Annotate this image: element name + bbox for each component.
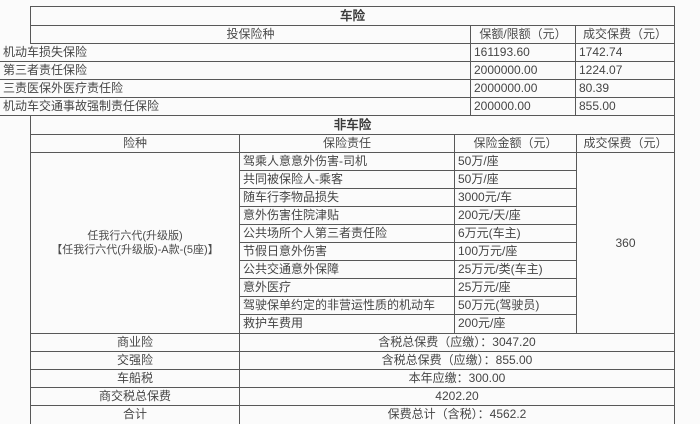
summary-value-cell: 保费总计（含税）：4562.2	[387, 407, 527, 421]
noncar-coverage-row: 意外医疗 25万元/座	[240, 279, 577, 297]
coverage-liability-cell: 救护车费用	[240, 315, 455, 333]
noncar-coverage-row: 驾驶保单约定的非营运性质的机动车 50万元(驾驶员)	[240, 297, 577, 315]
noncar-product-cell: 任我行六代(升级版) 【任我行六代(升级版)-A款-(5座)】	[31, 153, 240, 333]
noncar-coverage-row: 随车行李物品损失 3000元/车	[240, 189, 577, 207]
coverage-liability-cell: 共同被保险人-乘客	[240, 171, 455, 188]
summary-rows: 商业险 含税总保费（应缴）：3047.20 交强险 含税总保费（应缴）：855.00 车…	[31, 334, 674, 424]
noncar-col-header-liability: 保险责任	[240, 135, 455, 152]
coverage-liability-cell: 公共交通意外保障	[240, 261, 455, 278]
summary-row: 交强险 含税总保费（应缴）：855.00	[31, 352, 674, 370]
coverage-liability-cell: 随车行李物品损失	[240, 189, 455, 206]
car-premium-cell: 855.00	[579, 99, 616, 113]
summary-label-cell: 车船税	[31, 370, 240, 387]
car-premium-cell: 80.39	[579, 81, 610, 95]
car-insurance-name-cell: 第三者责任保险	[0, 62, 471, 79]
car-sum-insured-cell: 200000.00	[471, 98, 576, 115]
noncar-coverage-row: 共同被保险人-乘客 50万/座	[240, 171, 577, 189]
noncar-coverage-row: 公共交通意外保障 25万元/类(车主)	[240, 261, 577, 279]
coverage-amount-cell: 6万元(车主)	[455, 225, 577, 242]
noncar-coverage-row: 节假日意外伤害 100万元/座	[240, 243, 577, 261]
noncar-product-name-line2: 【任我行六代(升级版)-A款-(5座)】	[51, 244, 219, 256]
insurance-quote-table: 车险 投保险种 保额/限额（元） 成交保费（元） 机动车损失保险 161193.6…	[0, 6, 675, 424]
summary-value-cell: 4202.20	[435, 389, 479, 403]
noncar-coverage-rows: 驾乘人意意外伤害-司机 50万/座 共同被保险人-乘客 50万/座 随车行李物品损失 30…	[240, 153, 577, 333]
car-sum-insured-cell: 161193.60	[471, 44, 576, 61]
coverage-amount-cell: 50万/座	[455, 171, 577, 188]
car-col-header-insured-type: 投保险种	[31, 26, 471, 43]
noncar-body: 任我行六代(升级版) 【任我行六代(升级版)-A款-(5座)】 驾乘人意意外伤害…	[31, 153, 674, 334]
summary-value-cell: 含税总保费（应缴）：3047.20	[378, 335, 536, 349]
car-premium-cell: 1742.74	[579, 45, 623, 59]
car-insurance-row: 机动车损失保险 161193.60 1742.74	[0, 44, 674, 62]
coverage-amount-cell: 200元/座	[455, 315, 577, 333]
summary-row: 车船税 本年应缴：300.00	[31, 370, 674, 388]
car-col-header-premium: 成交保费（元）	[582, 27, 667, 41]
noncar-coverage-row: 救护车费用 200元/座	[240, 315, 577, 333]
coverage-liability-cell: 驾乘人意意外伤害-司机	[240, 153, 455, 170]
noncar-column-header-row: 险种 保险责任 保险金额（元） 成交保费（元）	[31, 135, 674, 153]
noncar-coverage-row: 公共场所个人第三者责任险 6万元(车主)	[240, 225, 577, 243]
summary-label-cell: 商业险	[31, 334, 240, 351]
summary-row: 商业险 含税总保费（应缴）：3047.20	[31, 334, 674, 352]
noncar-col-header-premium: 成交保费（元）	[583, 136, 668, 150]
summary-label-cell: 合计	[31, 406, 240, 424]
noncar-col-header-product: 险种	[31, 135, 240, 152]
car-column-header-row: 投保险种 保额/限额（元） 成交保费（元）	[31, 26, 674, 44]
car-insurance-name-cell: 机动车损失保险	[0, 44, 471, 61]
coverage-amount-cell: 50万元(驾驶员)	[455, 297, 577, 314]
coverage-amount-cell: 25万元/座	[455, 279, 577, 296]
coverage-amount-cell: 25万元/类(车主)	[455, 261, 577, 278]
car-section-header: 车险	[31, 7, 674, 26]
coverage-amount-cell: 200元/天/座	[455, 207, 577, 224]
coverage-amount-cell: 50万/座	[455, 153, 577, 170]
summary-value-cell: 含税总保费（应缴）：855.00	[381, 353, 533, 367]
noncar-section-header: 非车险	[31, 116, 674, 135]
summary-row: 商交税总保费 4202.20	[31, 388, 674, 406]
summary-label-cell: 交强险	[31, 352, 240, 369]
noncar-premium-total-cell: 360	[615, 236, 636, 250]
car-sum-insured-cell: 2000000.00	[471, 62, 576, 79]
car-premium-cell: 1224.07	[579, 63, 623, 77]
coverage-liability-cell: 节假日意外伤害	[240, 243, 455, 260]
coverage-liability-cell: 意外伤害住院津贴	[240, 207, 455, 224]
car-sum-insured-cell: 2000000.00	[471, 80, 576, 97]
car-col-header-sum-insured: 保额/限额（元）	[471, 26, 576, 43]
summary-row: 合计 保费总计（含税）：4562.2	[31, 406, 674, 424]
coverage-liability-cell: 公共场所个人第三者责任险	[240, 225, 455, 242]
coverage-liability-cell: 驾驶保单约定的非营运性质的机动车	[240, 297, 455, 314]
coverage-amount-cell: 100万元/座	[455, 243, 577, 260]
coverage-amount-cell: 3000元/车	[455, 189, 577, 206]
noncar-product-name-line1: 任我行六代(升级版)	[87, 230, 183, 242]
car-insurance-name-cell: 三责医保外医疗责任险	[0, 80, 471, 97]
noncar-coverage-row: 意外伤害住院津贴 200元/天/座	[240, 207, 577, 225]
noncar-col-header-amount: 保险金额（元）	[455, 135, 577, 152]
car-rows: 机动车损失保险 161193.60 1742.74 第三者责任保险 2000000.00…	[0, 44, 674, 116]
summary-value-cell: 本年应缴：300.00	[408, 371, 506, 385]
car-insurance-row: 第三者责任保险 2000000.00 1224.07	[0, 62, 674, 80]
car-insurance-name-cell: 机动车交通事故强制责任保险	[0, 98, 471, 115]
car-insurance-row: 三责医保外医疗责任险 2000000.00 80.39	[0, 80, 674, 98]
car-insurance-row: 机动车交通事故强制责任保险 200000.00 855.00	[0, 98, 674, 116]
coverage-liability-cell: 意外医疗	[240, 279, 455, 296]
noncar-coverage-row: 驾乘人意意外伤害-司机 50万/座	[240, 153, 577, 171]
summary-label-cell: 商交税总保费	[31, 388, 240, 405]
